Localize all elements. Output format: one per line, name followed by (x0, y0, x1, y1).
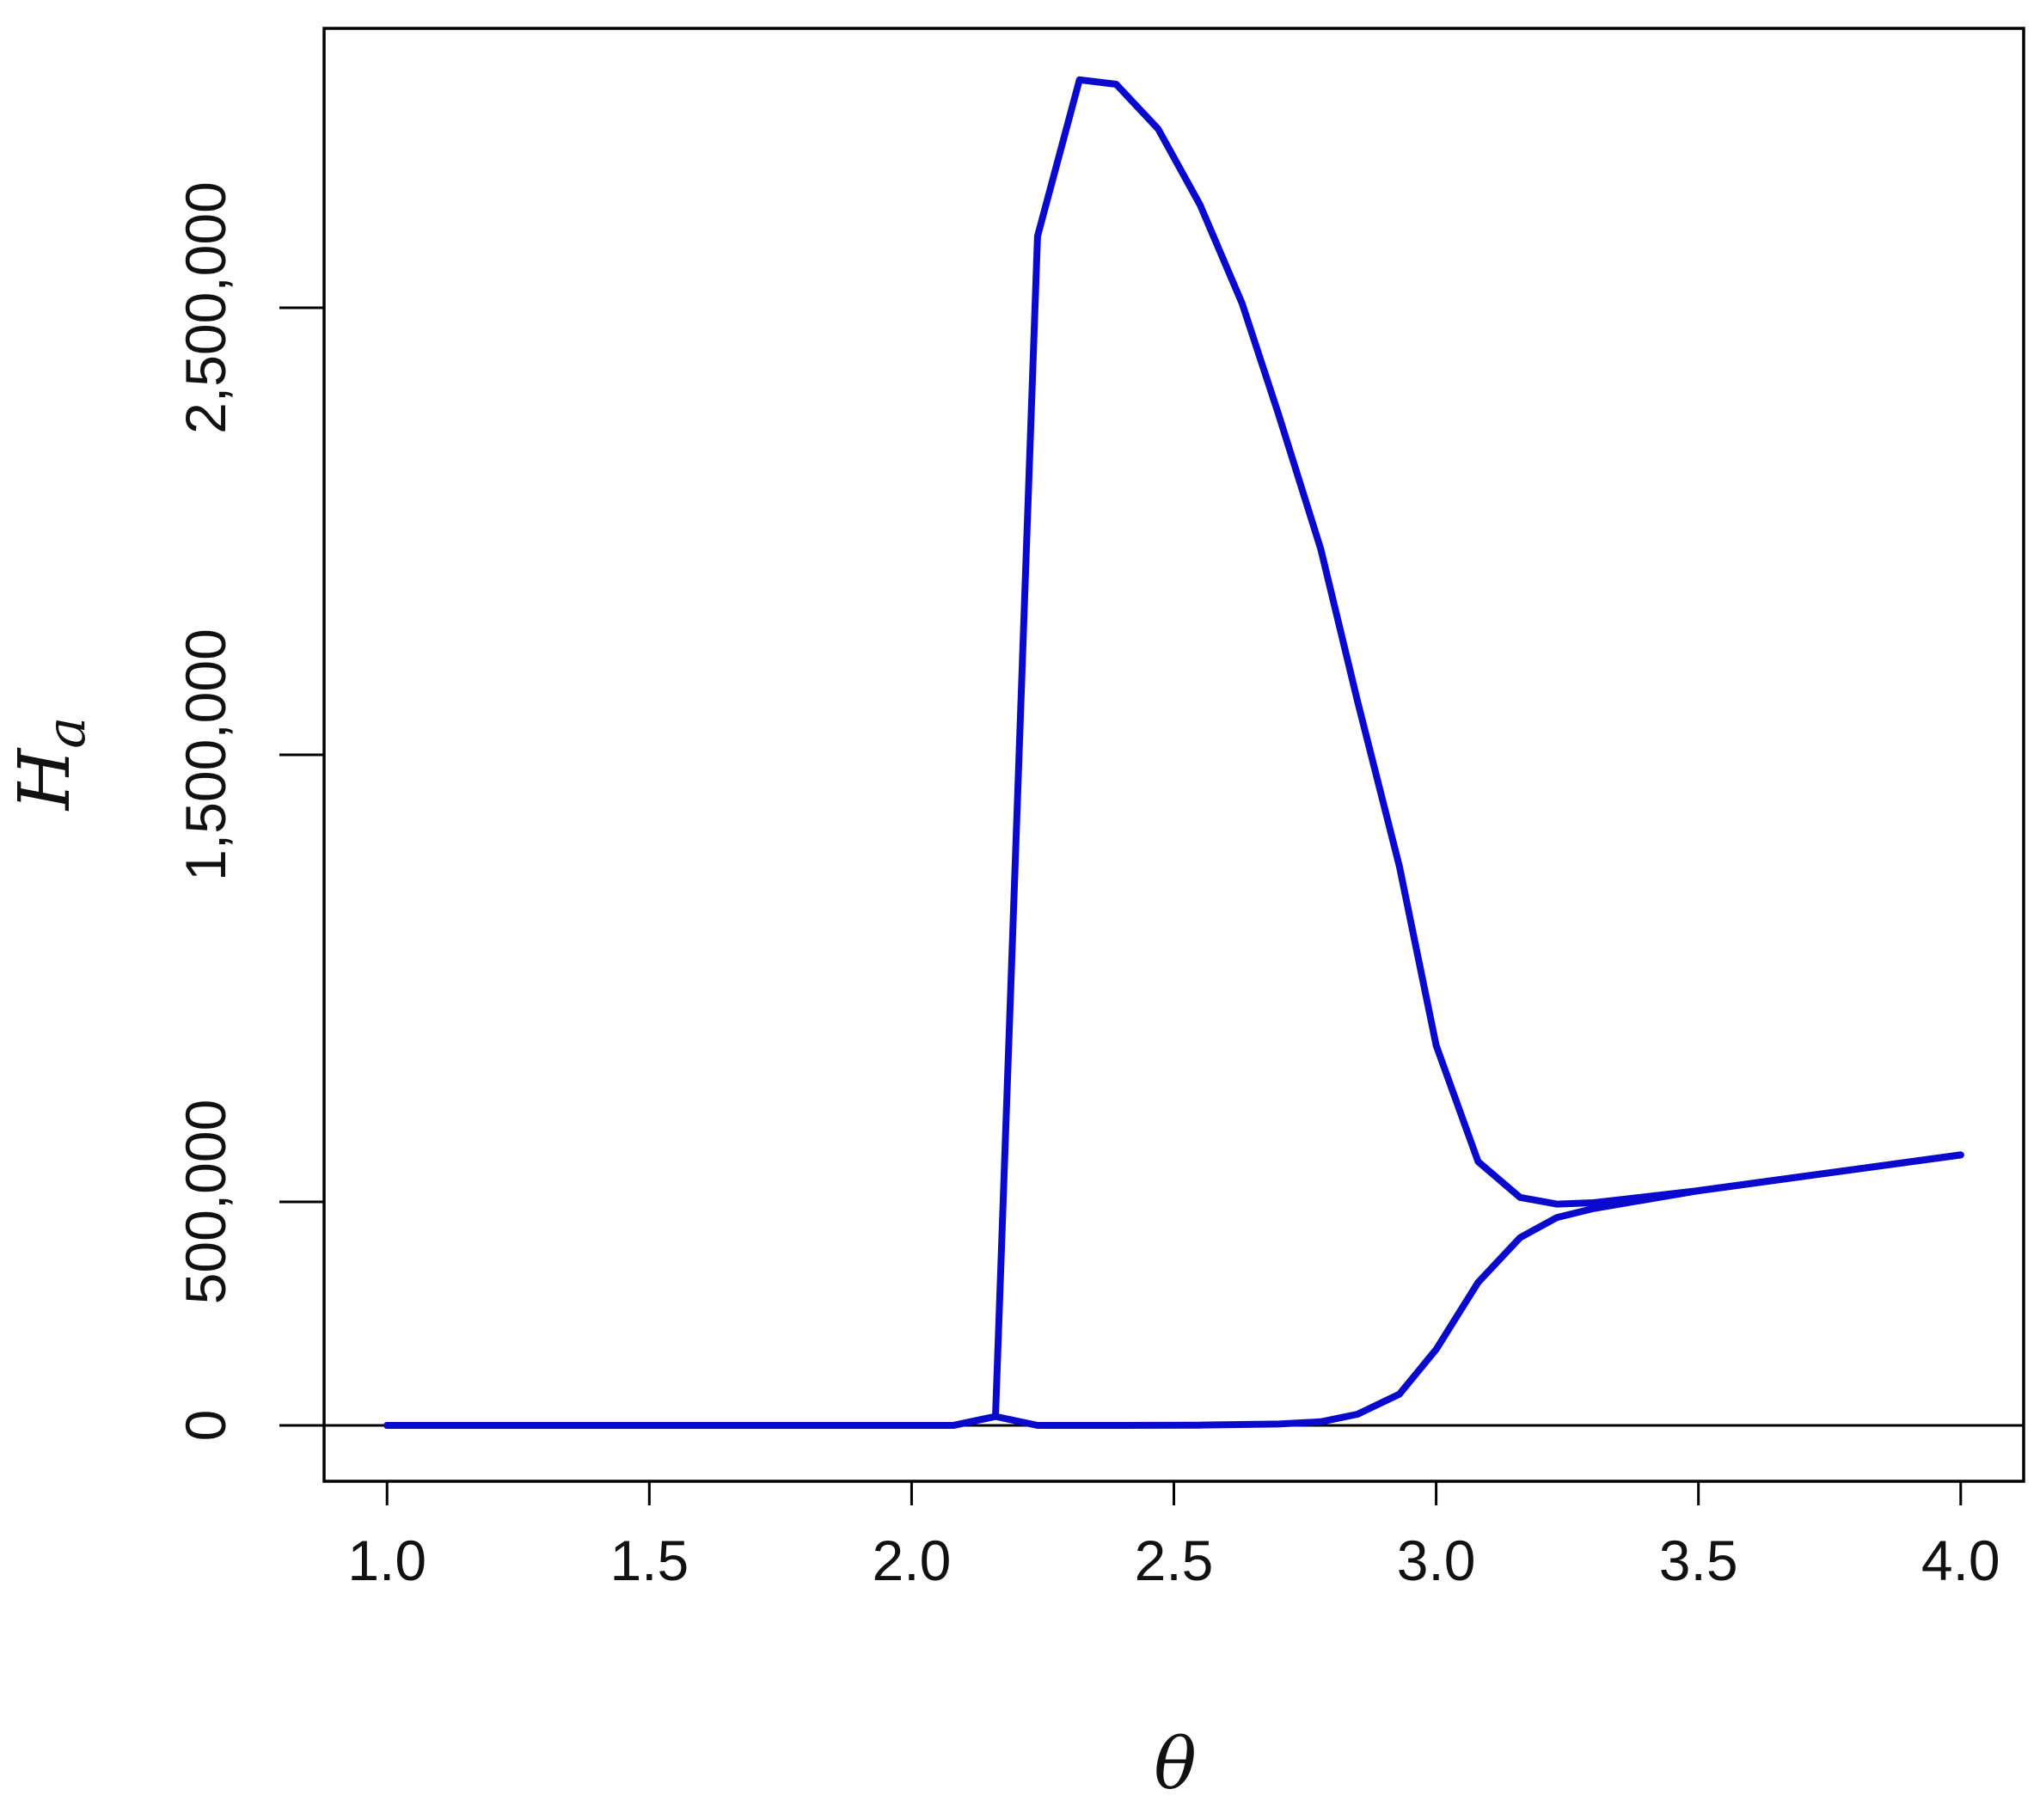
y-tick-label: 0 (174, 1410, 237, 1442)
svg-text:Ha: Ha (4, 717, 97, 812)
y-axis-title-subscript: a (34, 717, 97, 749)
series-line-2 (383, 1151, 1964, 1429)
x-axis-title: θ (1154, 1724, 1196, 1805)
y-tick-label: 1,500,000 (174, 628, 237, 881)
x-axis: 1.0 1.5 2.0 2.5 3.0 3.5 4.0 (347, 1481, 2000, 1592)
y-tick-label: 2,500,000 (174, 181, 237, 434)
y-tick-label: 500,000 (174, 1100, 237, 1305)
x-tick-label: 1.5 (610, 1529, 689, 1592)
x-tick-label: 3.5 (1659, 1529, 1738, 1592)
series-layer (383, 76, 1964, 1429)
y-axis-title: Ha (4, 717, 97, 812)
y-axis: 0 500,000 1,500,000 2,500,000 (174, 181, 324, 1441)
x-tick-label: 2.0 (873, 1529, 952, 1592)
x-tick-label: 1.0 (347, 1529, 426, 1592)
x-tick-label: 2.5 (1135, 1529, 1214, 1592)
y-axis-title-main: H (4, 747, 86, 812)
x-tick-label: 4.0 (1921, 1529, 2000, 1592)
x-tick-label: 3.0 (1397, 1529, 1476, 1592)
